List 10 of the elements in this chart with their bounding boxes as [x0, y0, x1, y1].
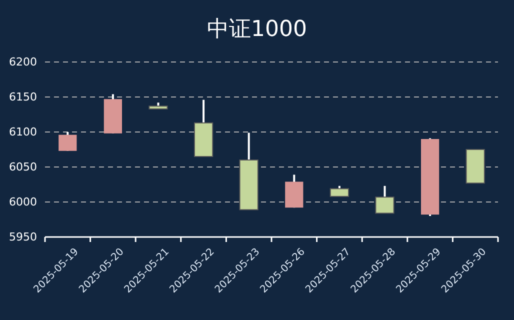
y-tick-label: 5950 — [9, 230, 37, 244]
candlestick — [375, 184, 394, 214]
candlestick — [58, 131, 77, 152]
candlestick — [330, 184, 350, 198]
y-tick-label: 6100 — [9, 126, 37, 139]
y-tick-label: 6000 — [9, 196, 37, 209]
y-tick-label: 6200 — [9, 56, 37, 69]
y-tick-label: 6050 — [9, 160, 37, 174]
chart-title: 中证1000 — [207, 17, 307, 42]
y-tick-label: 6150 — [9, 90, 37, 104]
